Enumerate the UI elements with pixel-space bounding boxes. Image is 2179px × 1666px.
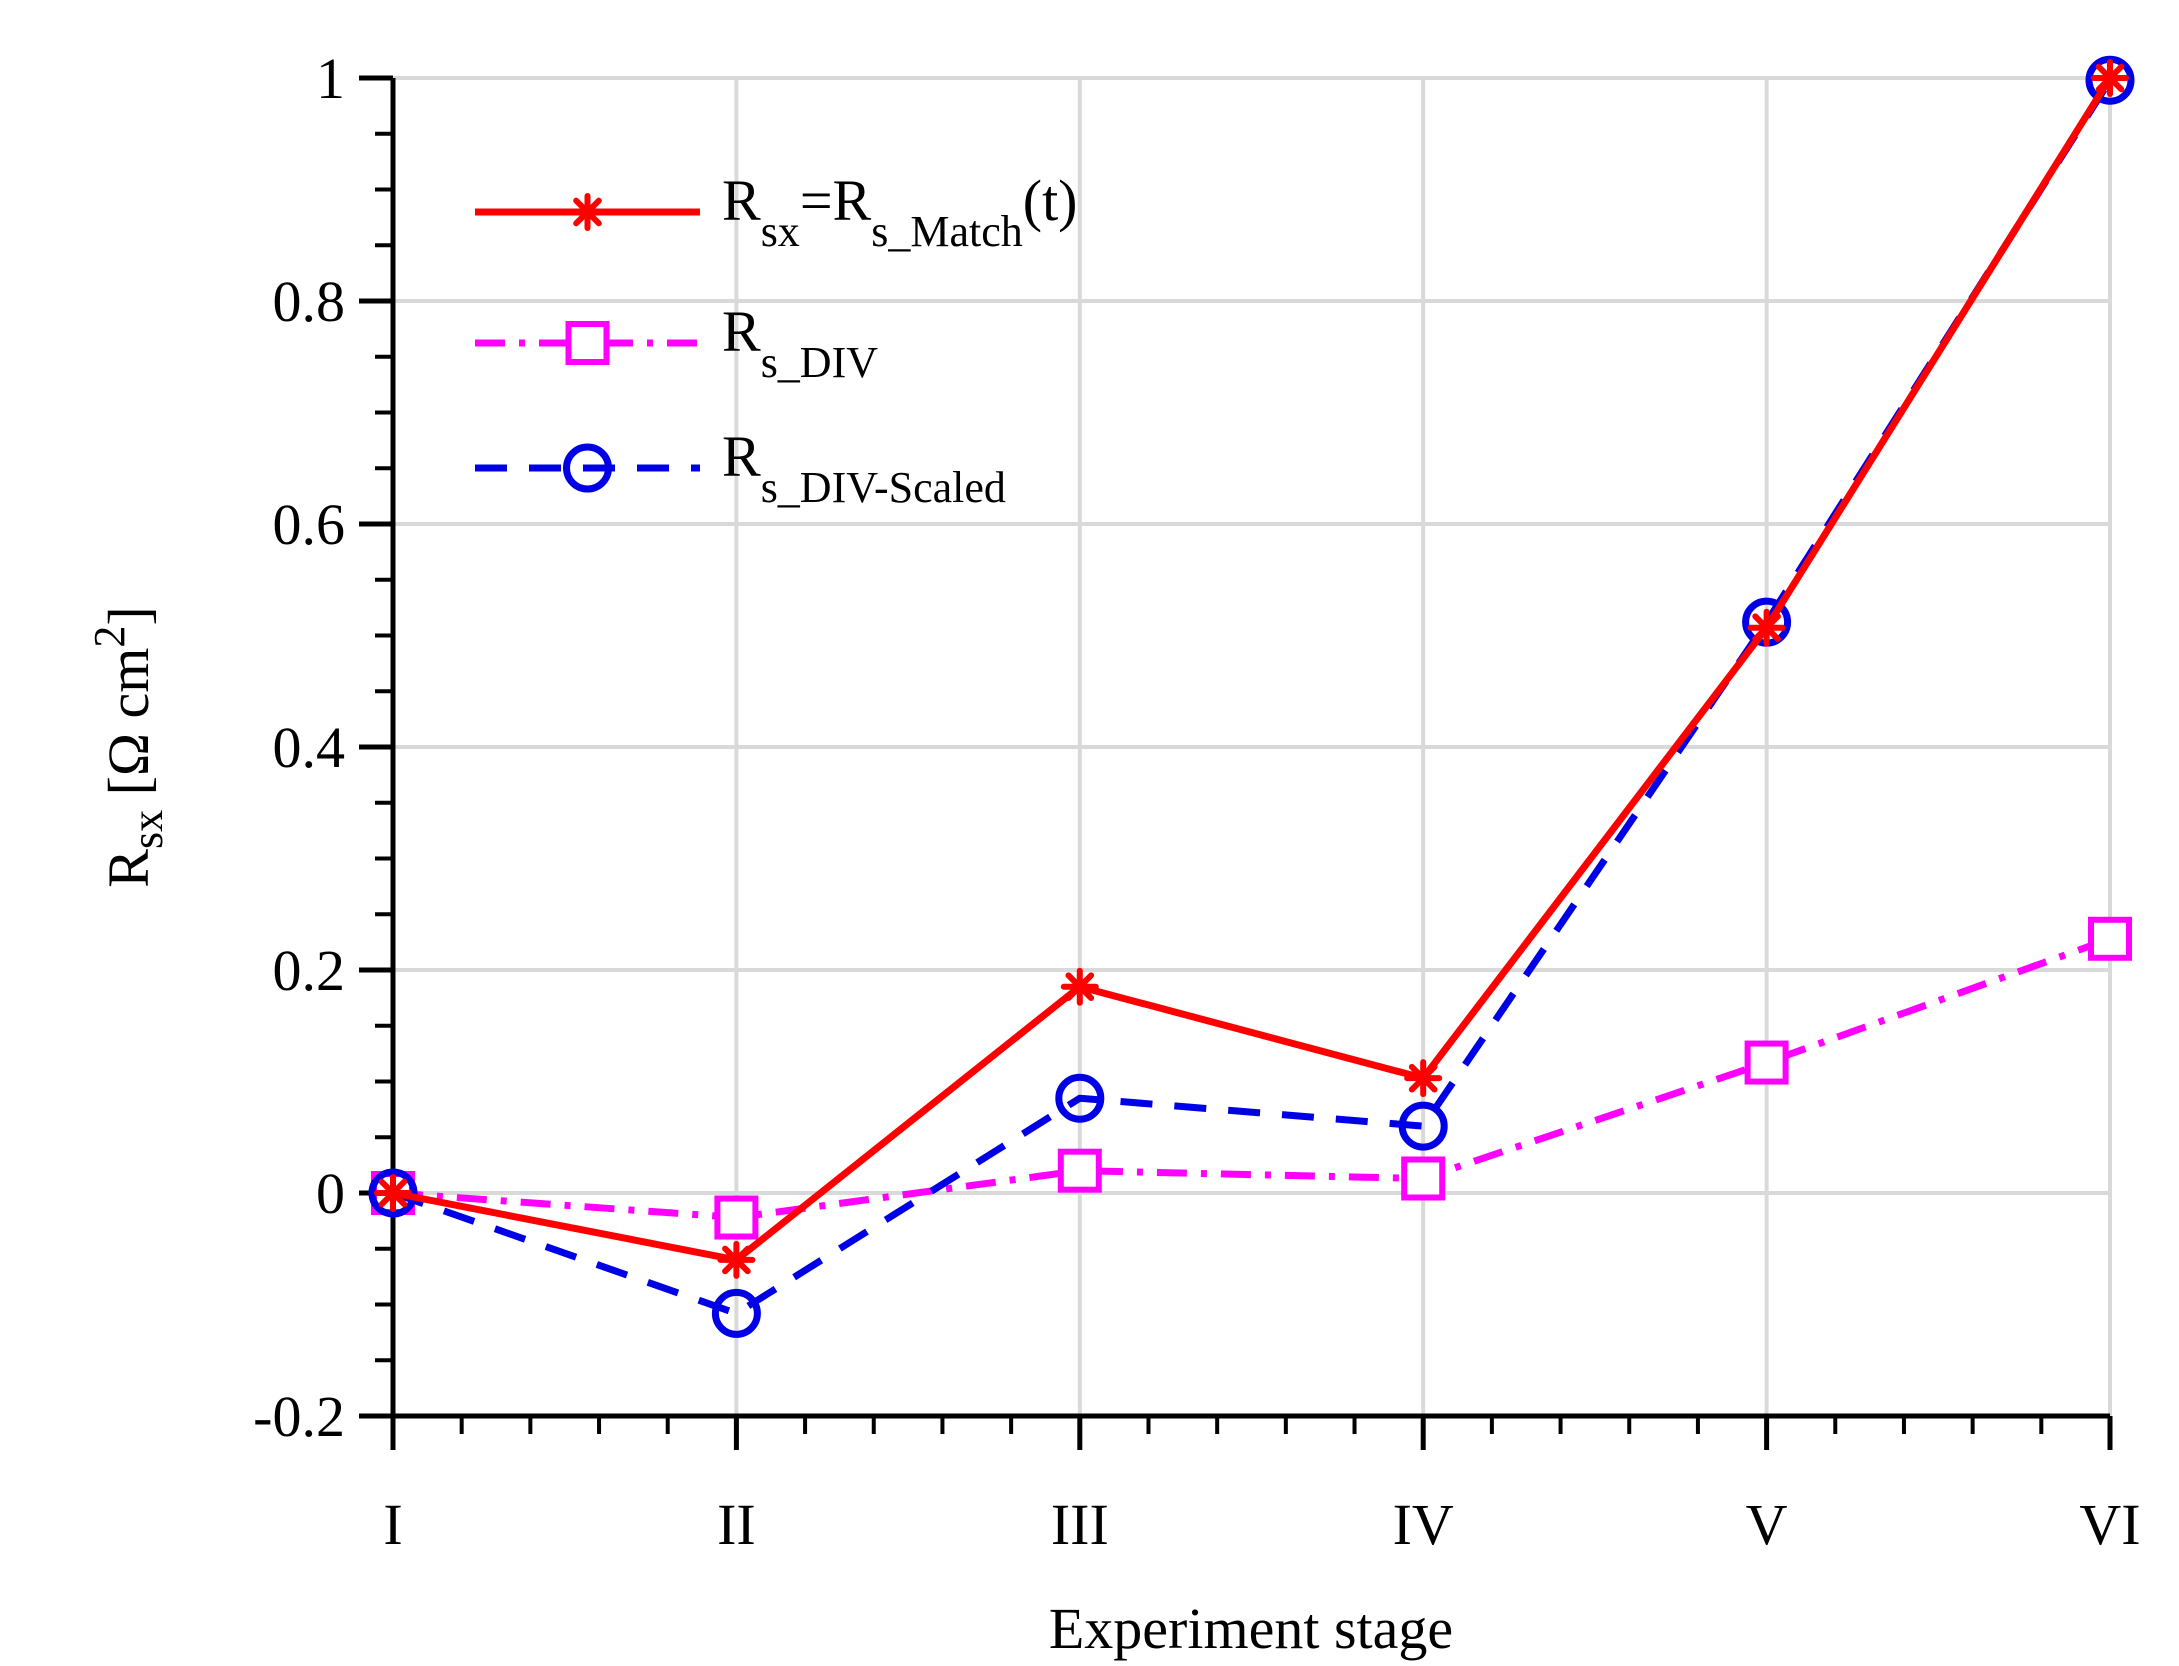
grid — [393, 76, 2112, 1416]
y-axis-title-sub: sx — [123, 810, 172, 849]
data-point-scaled — [711, 1288, 761, 1338]
legend-match-sub2: s_Match — [871, 207, 1023, 256]
series-div — [371, 916, 2132, 1240]
data-point-match — [374, 1174, 412, 1212]
x-tick-label: VI — [2079, 1492, 2140, 1557]
series-line-scaled — [391, 78, 2113, 1317]
legend-marker-match — [568, 193, 607, 231]
data-point-div — [714, 1195, 759, 1240]
x-tick-label: III — [1051, 1492, 1109, 1557]
data-point-div — [1401, 1156, 1446, 1201]
y-tick-label: 0 — [316, 1161, 345, 1226]
y-tick-label: 0.4 — [273, 715, 346, 780]
data-point-scaled — [1055, 1073, 1105, 1123]
data-point-match — [1404, 1059, 1443, 1098]
data-point-scaled — [368, 1168, 418, 1218]
y-tick-label: 0.8 — [273, 269, 346, 334]
data-point-div — [1057, 1148, 1102, 1193]
legend-label-div: Rs_DIV — [722, 299, 878, 387]
data-point-match — [2091, 59, 2129, 97]
x-tick-label: V — [1746, 1492, 1788, 1557]
data-point-match — [1060, 967, 1099, 1006]
legend-scaled-sub: s_DIV-Scaled — [761, 463, 1006, 512]
series-line-match — [392, 76, 2113, 1264]
data-point-div — [1744, 1040, 1789, 1085]
data-point-match — [717, 1240, 756, 1279]
legend-marker-scaled — [563, 443, 612, 493]
y-axis-title-unit-close: ] — [96, 606, 161, 625]
data-point-scaled — [1398, 1101, 1448, 1151]
legend-div-main: R — [722, 299, 761, 364]
data-point-match — [1747, 608, 1786, 647]
x-tick-label: II — [717, 1492, 756, 1557]
data-point-div — [2088, 916, 2132, 961]
series-scaled — [368, 55, 2135, 1338]
y-axis-title-unit-sup: 2 — [85, 626, 134, 648]
legend-match-sub: sx — [761, 207, 800, 256]
series-line-div — [392, 935, 2112, 1222]
x-tick-label: I — [383, 1492, 402, 1557]
legend-entry-div: Rs_DIV — [475, 299, 878, 387]
y-tick-label: 1 — [316, 46, 345, 111]
y-tick-label: -0.2 — [253, 1384, 345, 1449]
legend-label-match: Rsx=Rs_Match(t) — [722, 168, 1078, 256]
legend-label-scaled: Rs_DIV-Scaled — [722, 424, 1006, 512]
series — [368, 55, 2135, 1338]
y-tick-label: 0.6 — [273, 492, 346, 557]
ticks: I II III IV V VI-0.200.20.40.60.81 — [253, 46, 2140, 1557]
legend-entry-scaled: Rs_DIV-Scaled — [475, 424, 1006, 512]
legend-entry-match: Rsx=Rs_Match(t) — [475, 168, 1078, 256]
legend-scaled-main: R — [722, 424, 761, 489]
legend-match-mid: =R — [800, 168, 872, 233]
y-axis-title-unit: [Ω cm — [96, 648, 161, 810]
legend-match-main: R — [722, 168, 761, 233]
series-match — [374, 59, 2129, 1279]
y-axis-title-main: R — [96, 849, 161, 888]
legend-match-tail: (t) — [1023, 168, 1078, 233]
legend-div-sub: s_DIV — [761, 338, 879, 387]
x-tick-label: IV — [1393, 1492, 1454, 1557]
y-tick-label: 0.2 — [273, 938, 346, 1003]
x-axis-title: Experiment stage — [1049, 1596, 1453, 1661]
y-axis-title: Rsx [Ω cm2] — [85, 606, 172, 887]
legend-marker-div — [565, 321, 610, 365]
